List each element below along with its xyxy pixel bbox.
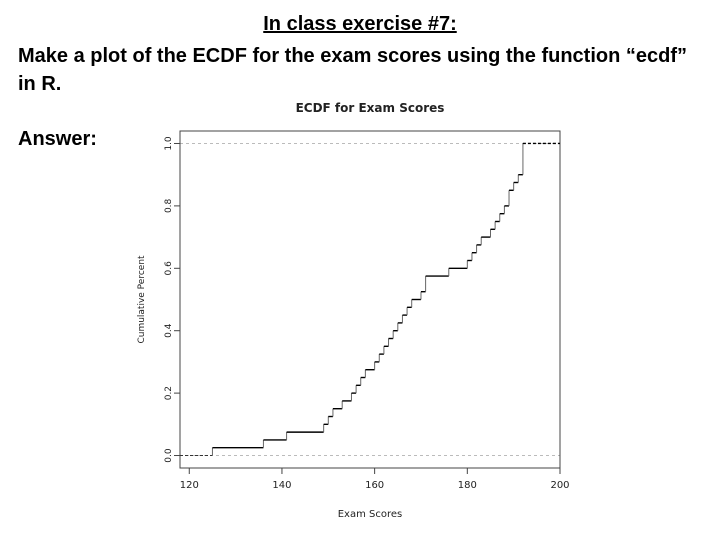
ecdf-chart: ECDF for Exam Scores Exam Scores Cumulativ…	[137, 101, 570, 520]
slide-title: In class exercise #7:	[263, 13, 457, 35]
y-tick-label: 0.0	[164, 448, 174, 463]
y-tick-label: 0.8	[164, 198, 174, 213]
slide-instructions: Make a plot of the ECDF for the exam sco…	[18, 45, 687, 95]
y-tick-label: 0.6	[164, 261, 174, 276]
x-tick-label: 120	[180, 480, 199, 491]
x-tick-label: 160	[365, 480, 384, 491]
answer-label: Answer:	[18, 128, 97, 150]
y-tick-label: 1.0	[164, 136, 174, 151]
y-tick-label: 0.2	[164, 386, 174, 400]
chart-title: ECDF for Exam Scores	[296, 101, 445, 115]
x-tick-label: 180	[458, 480, 477, 491]
y-tick-label: 0.4	[164, 323, 174, 338]
x-axis-label: Exam Scores	[338, 509, 403, 520]
plot-frame	[179, 130, 561, 469]
y-axis-label: Cumulative Percent	[137, 255, 147, 344]
x-tick-label: 140	[272, 480, 291, 491]
x-tick-label: 200	[550, 480, 569, 491]
